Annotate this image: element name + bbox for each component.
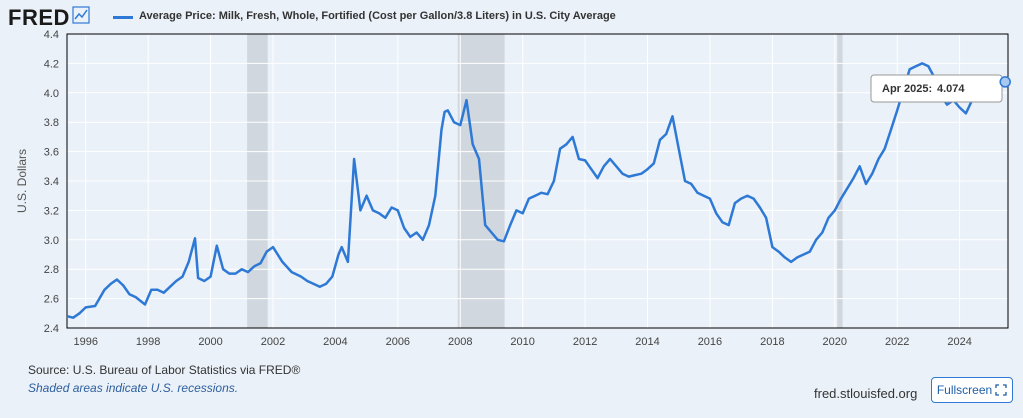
x-tick-label: 2002 <box>261 336 285 348</box>
x-tick-label: 1998 <box>136 336 160 348</box>
tooltip-value: 4.074 <box>937 83 965 95</box>
y-tick-label: 3.4 <box>44 176 59 188</box>
y-tick-label: 4.2 <box>44 58 59 70</box>
fullscreen-button[interactable]: Fullscreen <box>931 377 1013 403</box>
y-axis-ticks: 2.4 2.6 2.8 3.0 3.2 3.4 3.6 3.8 4.0 4.2 4.4 <box>44 29 59 335</box>
y-tick-label: 4.0 <box>44 88 59 100</box>
y-tick-label: 3.6 <box>44 147 59 159</box>
x-tick-label: 2024 <box>947 336 971 348</box>
hover-point[interactable] <box>999 76 1011 88</box>
expand-icon <box>995 384 1007 396</box>
line-graph-icon <box>72 6 90 24</box>
series-line <box>66 62 1002 319</box>
y-tick-label: 3.8 <box>44 117 59 129</box>
source-text: Source: U.S. Bureau of Labor Statistics … <box>28 363 301 377</box>
y-tick-label: 4.4 <box>44 29 59 41</box>
x-tick-label: 2016 <box>698 336 722 348</box>
legend-label: Average Price: Milk, Fresh, Whole, Forti… <box>139 10 616 22</box>
fullscreen-label: Fullscreen <box>936 383 993 397</box>
y-axis-label: U.S. Dollars <box>15 149 29 213</box>
y-tick-label: 2.8 <box>44 264 59 276</box>
y-tick-label: 2.4 <box>44 323 59 335</box>
y-tick-label: 2.6 <box>44 294 59 306</box>
tooltip-date: Apr 2025: <box>882 83 932 95</box>
series-layer <box>66 62 1002 319</box>
y-tick-label: 3.2 <box>44 205 59 217</box>
y-tick-label: 3.0 <box>44 235 59 247</box>
fred-logo[interactable]: FRED <box>8 5 70 30</box>
x-tick-label: 2010 <box>510 336 534 348</box>
plot-area <box>66 33 1009 329</box>
x-tick-label: 2014 <box>635 336 659 348</box>
x-tick-label: 2020 <box>823 336 847 348</box>
x-tick-label: 2000 <box>198 336 222 348</box>
x-tick-label: 2012 <box>573 336 597 348</box>
tooltip: Apr 2025: 4.074 <box>870 74 1003 103</box>
x-tick-label: 1996 <box>73 336 97 348</box>
x-tick-label: 2006 <box>386 336 410 348</box>
x-tick-label: 2022 <box>885 336 909 348</box>
x-tick-label: 2004 <box>323 336 347 348</box>
recession-note: Shaded areas indicate U.S. recessions. <box>28 381 239 395</box>
x-tick-label: 2008 <box>448 336 472 348</box>
chart-header: FRED Average Price: Milk, Fresh, Whole, … <box>0 0 1023 34</box>
x-tick-label: 2018 <box>760 336 784 348</box>
x-axis-ticks: 1996 1998 2000 2002 2004 2006 2008 2010 2012 2014… <box>73 336 971 348</box>
legend-swatch <box>113 16 133 19</box>
site-link[interactable]: fred.stlouisfed.org <box>814 386 918 401</box>
line-chart: 2.42.62.83.03.23.43.63.84.04.24.4 1996 19… <box>15 29 1011 348</box>
